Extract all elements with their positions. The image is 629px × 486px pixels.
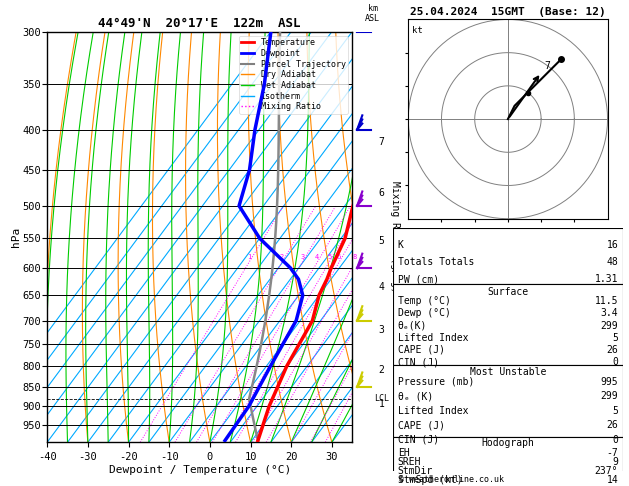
Text: 14: 14	[606, 475, 618, 486]
Text: 5: 5	[327, 254, 331, 260]
Text: 1: 1	[247, 254, 251, 260]
Text: 299: 299	[601, 321, 618, 330]
Text: 4: 4	[379, 282, 384, 293]
Text: 8: 8	[353, 254, 357, 260]
Text: 0: 0	[612, 357, 618, 367]
Text: Lifted Index: Lifted Index	[398, 333, 468, 343]
Text: EH: EH	[398, 448, 409, 458]
Bar	[393, 284, 623, 364]
Text: Dewp (°C): Dewp (°C)	[398, 309, 450, 318]
Text: Totals Totals: Totals Totals	[398, 258, 474, 267]
Text: 5: 5	[612, 333, 618, 343]
Text: 3.4: 3.4	[601, 309, 618, 318]
Text: SREH: SREH	[398, 457, 421, 467]
Text: 2: 2	[280, 254, 284, 260]
Text: 26: 26	[606, 420, 618, 430]
Text: Mixing Ratio (g/kg): Mixing Ratio (g/kg)	[390, 181, 400, 293]
Text: Lifted Index: Lifted Index	[398, 406, 468, 416]
Text: 995: 995	[601, 377, 618, 386]
Text: 6: 6	[337, 254, 341, 260]
Text: Hodograph: Hodograph	[481, 438, 535, 449]
X-axis label: Dewpoint / Temperature (°C): Dewpoint / Temperature (°C)	[109, 465, 291, 475]
Text: StmDir: StmDir	[398, 467, 433, 476]
Text: CIN (J): CIN (J)	[398, 435, 439, 445]
Text: 5: 5	[379, 236, 384, 246]
Text: 11.5: 11.5	[594, 296, 618, 306]
Title: 44°49'N  20°17'E  122m  ASL: 44°49'N 20°17'E 122m ASL	[99, 17, 301, 31]
Text: CAPE (J): CAPE (J)	[398, 345, 445, 355]
Text: StmSpd (kt): StmSpd (kt)	[398, 475, 462, 486]
Text: PW (cm): PW (cm)	[398, 275, 439, 284]
Text: Most Unstable: Most Unstable	[470, 367, 546, 377]
Bar	[393, 228, 623, 284]
Text: 299: 299	[601, 391, 618, 401]
Text: 2: 2	[379, 365, 384, 375]
Text: 16: 16	[606, 241, 618, 250]
Text: 5: 5	[612, 406, 618, 416]
Text: km
ASL: km ASL	[365, 4, 380, 23]
Text: 7: 7	[379, 137, 384, 147]
Text: Pressure (mb): Pressure (mb)	[398, 377, 474, 386]
Text: θₑ(K): θₑ(K)	[398, 321, 427, 330]
Text: kt: kt	[411, 26, 422, 35]
Text: 3: 3	[300, 254, 304, 260]
Text: 48: 48	[606, 258, 618, 267]
Text: 3: 3	[379, 325, 384, 335]
Text: 9: 9	[612, 457, 618, 467]
Text: 1: 1	[379, 399, 384, 409]
Text: 0: 0	[612, 435, 618, 445]
Bar	[393, 364, 623, 437]
Text: K: K	[398, 241, 404, 250]
Text: 1.31: 1.31	[594, 275, 618, 284]
Text: Temp (°C): Temp (°C)	[398, 296, 450, 306]
Text: 4: 4	[315, 254, 320, 260]
Text: 7: 7	[545, 61, 550, 71]
Legend: Temperature, Dewpoint, Parcel Trajectory, Dry Adiabat, Wet Adiabat, Isotherm, Mi: Temperature, Dewpoint, Parcel Trajectory…	[239, 36, 348, 114]
Text: θₑ (K): θₑ (K)	[398, 391, 433, 401]
Text: © weatheronline.co.uk: © weatheronline.co.uk	[399, 474, 504, 484]
Text: CIN (J): CIN (J)	[398, 357, 439, 367]
Y-axis label: hPa: hPa	[11, 227, 21, 247]
Text: LCL: LCL	[374, 394, 389, 403]
Text: -7: -7	[606, 448, 618, 458]
Text: 237°: 237°	[594, 467, 618, 476]
Bar	[393, 437, 623, 476]
Text: 26: 26	[606, 345, 618, 355]
Text: CAPE (J): CAPE (J)	[398, 420, 445, 430]
Text: 25.04.2024  15GMT  (Base: 12): 25.04.2024 15GMT (Base: 12)	[410, 7, 606, 17]
Text: 6: 6	[379, 188, 384, 198]
Text: Surface: Surface	[487, 287, 528, 296]
